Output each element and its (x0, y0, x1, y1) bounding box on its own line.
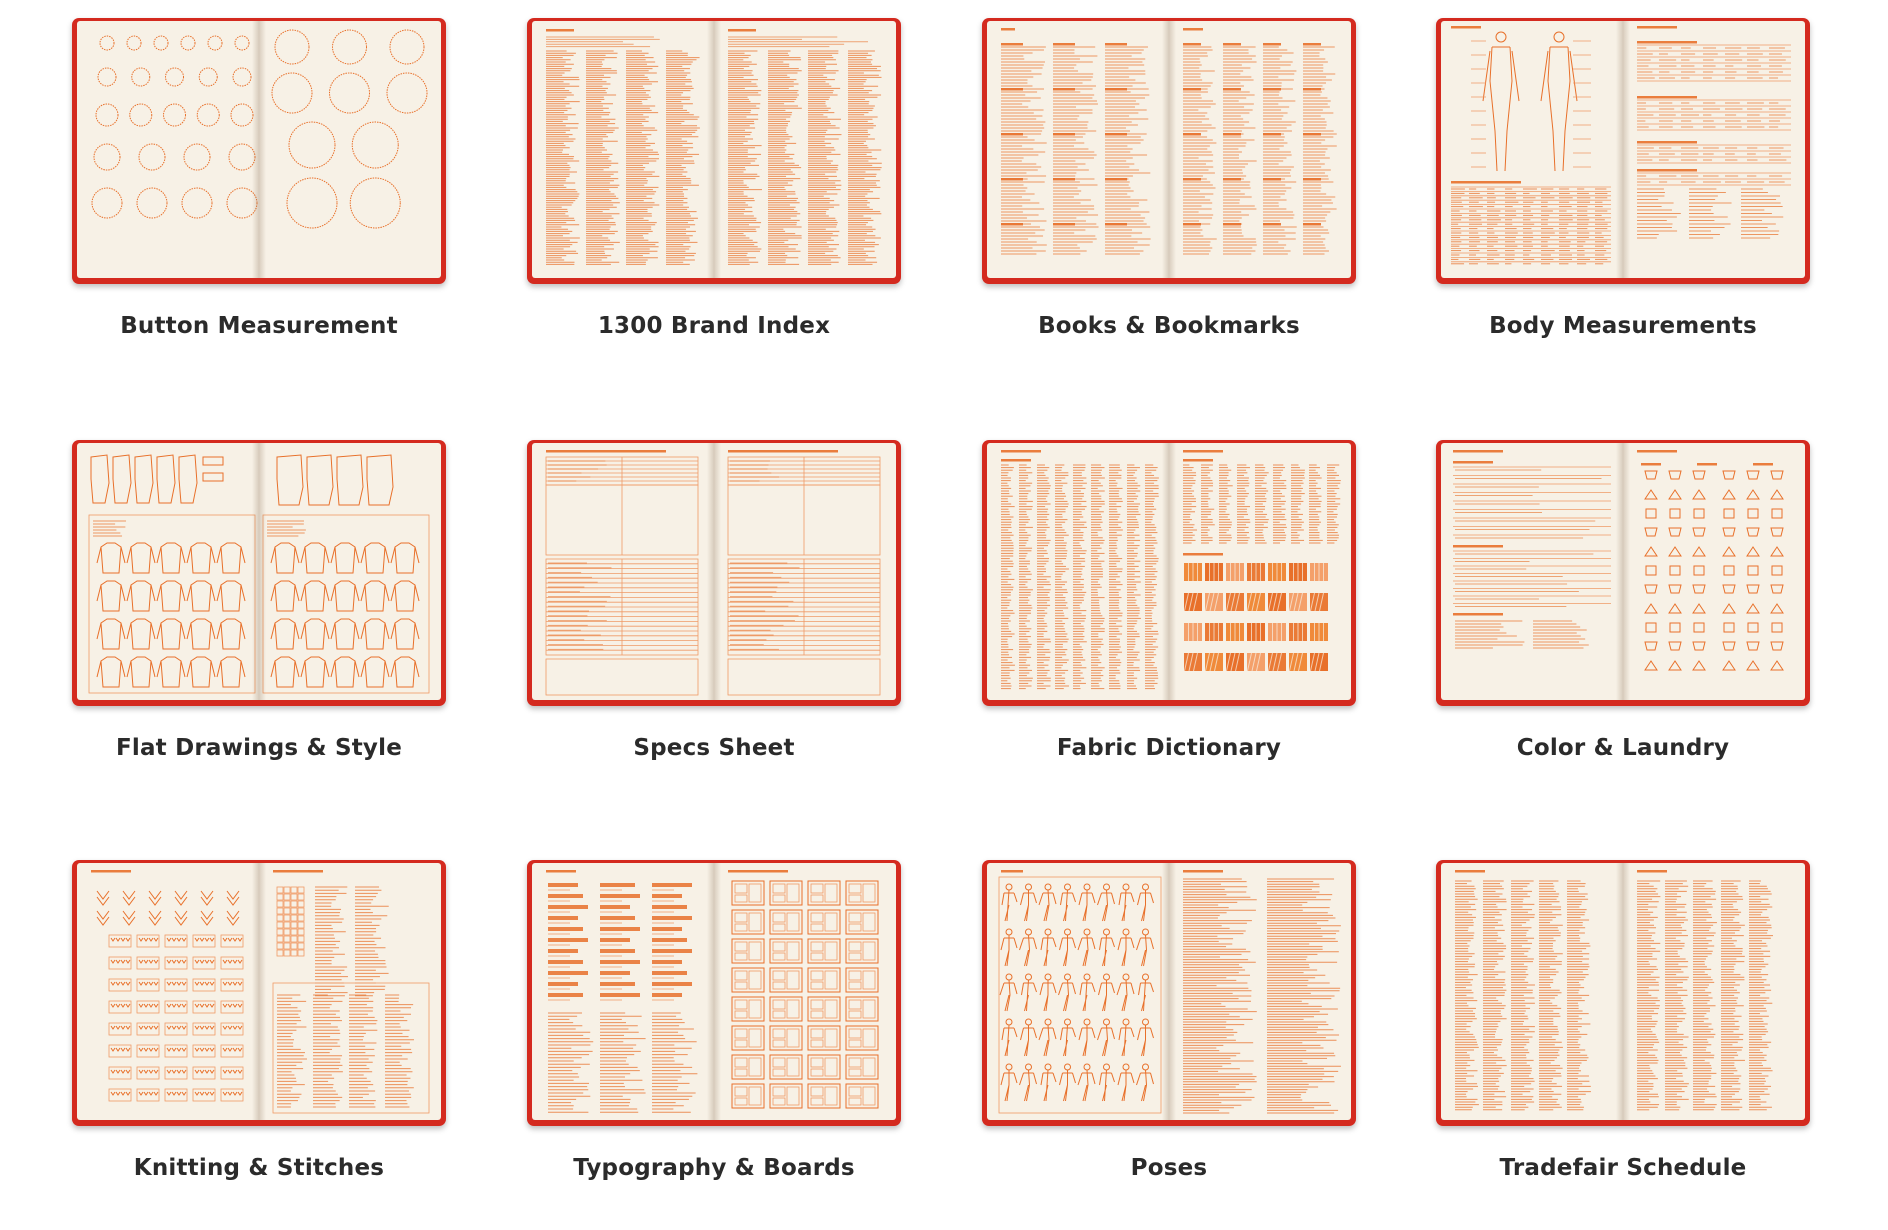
card-caption: Poses (1130, 1155, 1208, 1181)
notebook-image (527, 18, 901, 284)
notebook-pages (987, 443, 1351, 700)
pattern-fabric (1001, 450, 1341, 690)
card-color-laundry[interactable]: Color & Laundry (1436, 440, 1810, 810)
card-caption: Tradefair Schedule (1499, 1155, 1747, 1181)
pattern-laundry (1453, 450, 1784, 671)
pattern-poses (998, 870, 1341, 1114)
notebook-image (527, 860, 901, 1126)
notebook-pages (77, 863, 441, 1120)
card-tradefair-schedule[interactable]: Tradefair Schedule (1436, 860, 1810, 1230)
card-caption: Typography & Boards (573, 1155, 855, 1181)
notebook-pages (77, 443, 441, 700)
card-typography-boards[interactable]: Typography & Boards (527, 860, 901, 1230)
notebook-image (982, 860, 1356, 1126)
notebook-pages (1441, 863, 1805, 1120)
notebook-image (72, 440, 446, 706)
notebook-image (72, 18, 446, 284)
card-specs-sheet[interactable]: Specs Sheet (527, 440, 901, 810)
card-poses[interactable]: Poses (982, 860, 1356, 1230)
notebook-pages (987, 863, 1351, 1120)
card-knitting-stitches[interactable]: Knitting & Stitches (72, 860, 446, 1230)
card-brand-index[interactable]: 1300 Brand Index (527, 18, 901, 388)
card-caption: Color & Laundry (1516, 735, 1730, 761)
card-caption: Fabric Dictionary (1056, 735, 1282, 761)
pattern-columns-text (1001, 28, 1337, 255)
notebook-pages (532, 21, 896, 278)
card-caption: Knitting & Stitches (133, 1155, 385, 1181)
card-caption: Flat Drawings & Style (115, 735, 403, 761)
card-caption: 1300 Brand Index (597, 313, 831, 339)
pattern-circles (91, 29, 428, 229)
pattern-knitting (91, 870, 430, 1114)
card-caption: Body Measurements (1489, 313, 1757, 339)
pattern-typography (546, 870, 879, 1113)
card-button-measurement[interactable]: Button Measurement (72, 18, 446, 388)
card-flat-drawings[interactable]: Flat Drawings & Style (72, 440, 446, 810)
notebook-image (982, 440, 1356, 706)
notebook-pages (532, 443, 896, 700)
notebook-image (72, 860, 446, 1126)
notebook-image (1436, 18, 1810, 284)
pattern-form (545, 450, 881, 696)
notebook-pages (1441, 443, 1805, 700)
pattern-flats (88, 454, 430, 694)
card-caption: Specs Sheet (633, 735, 795, 761)
notebook-image (527, 440, 901, 706)
card-fabric-dictionary[interactable]: Fabric Dictionary (982, 440, 1356, 810)
notebook-pages (77, 21, 441, 278)
pattern-schedule (1455, 870, 1773, 1111)
notebook-image (982, 18, 1356, 284)
notebook-pages (1441, 21, 1805, 278)
card-books-bookmarks[interactable]: Books & Bookmarks (982, 18, 1356, 388)
section-grid: Button Measurement 1300 Brand Index Book… (72, 18, 1810, 1181)
card-caption: Books & Bookmarks (1038, 313, 1300, 339)
notebook-pages (987, 21, 1351, 278)
pattern-dense-text (546, 29, 882, 265)
notebook-image (1436, 440, 1810, 706)
notebook-image (1436, 860, 1810, 1126)
notebook-pages (532, 863, 896, 1120)
pattern-body-table (1451, 26, 1791, 265)
card-caption: Button Measurement (120, 313, 398, 339)
card-body-measurements[interactable]: Body Measurements (1436, 18, 1810, 388)
